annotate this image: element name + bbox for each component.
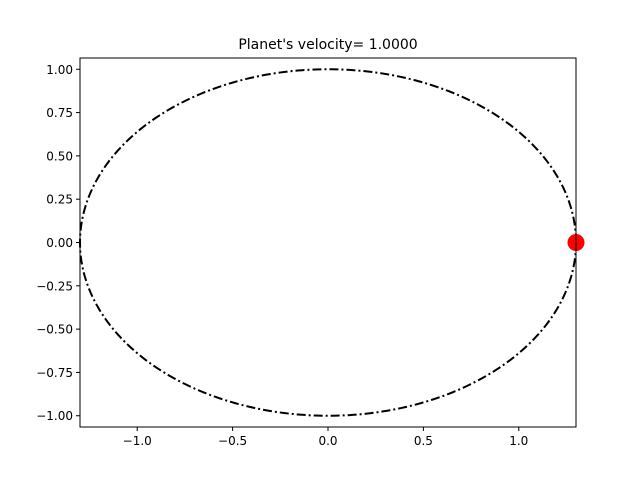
y-tick-label: 0.50 — [46, 149, 73, 163]
orbit-line — [78, 68, 577, 417]
y-tick-label: 0.75 — [46, 106, 73, 120]
y-tick-label: −0.50 — [36, 323, 73, 337]
y-tick-label: −0.25 — [36, 279, 73, 293]
axes-frame — [79, 57, 577, 428]
y-tick-label: −0.75 — [36, 366, 73, 380]
plot-area — [78, 68, 585, 417]
y-tick-label: 1.00 — [46, 63, 73, 77]
x-tick-label: −0.5 — [218, 434, 247, 448]
x-tick-label: 0.0 — [318, 434, 337, 448]
x-tick-label: 1.0 — [509, 434, 528, 448]
chart-title: Planet's velocity= 1.0000 — [238, 37, 417, 53]
y-axis: 1.00 0.75 0.50 0.25 0.00 −0.25 −0.50 −0.75 −1.00 — [36, 63, 80, 423]
y-tick-label: 0.25 — [46, 193, 73, 207]
y-tick-label: 0.00 — [46, 236, 73, 250]
x-axis: −1.0 −0.5 0.0 0.5 1.0 — [123, 427, 528, 448]
x-tick-label: −1.0 — [123, 434, 152, 448]
y-tick-label: −1.00 — [36, 409, 73, 423]
x-tick-label: 0.5 — [414, 434, 433, 448]
